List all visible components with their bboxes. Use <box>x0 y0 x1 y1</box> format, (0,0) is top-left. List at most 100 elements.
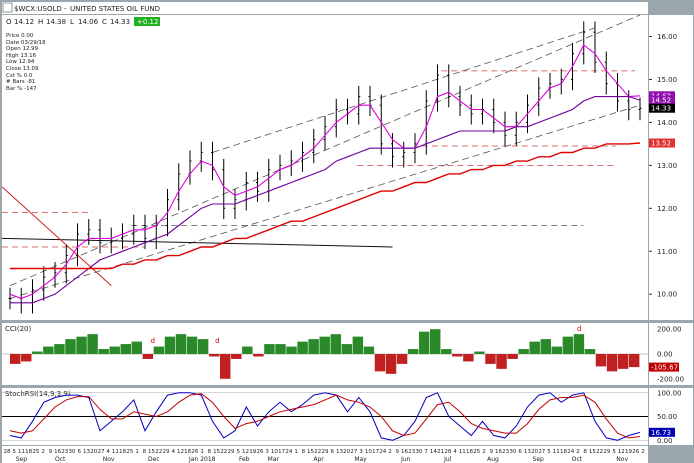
date-day-label: 28 <box>444 449 451 455</box>
ma-short-line <box>9 44 641 300</box>
cci-bar <box>430 329 441 354</box>
date-day-label: 1 <box>135 449 139 455</box>
ohlc-c-val: 14.33 <box>110 18 130 26</box>
cci-bar <box>485 354 496 364</box>
ohlc-h-val: 14.38 <box>46 18 66 26</box>
stoch-axis-label: 50.00 <box>657 413 677 421</box>
cci-bar <box>374 354 386 372</box>
date-month-label: May <box>354 456 367 463</box>
date-day-label: 18 <box>560 449 567 455</box>
date-day-label: 29 <box>603 449 610 455</box>
date-day-label: 20 <box>531 449 538 455</box>
stoch-axis-svg: 0.00 50.00 100.00 16.73 <box>649 389 682 445</box>
cci-axis-label: 0.00 <box>657 351 673 359</box>
ohlc-l-val: 14.06 <box>78 18 99 26</box>
cci-bar <box>286 346 297 354</box>
stoch-axis: 0.00 50.00 100.00 16.73 <box>649 388 693 445</box>
date-day-label: 12 <box>242 449 249 455</box>
readout-line: Price 0.00 <box>6 33 34 39</box>
date-day-label: 27 <box>350 449 357 455</box>
date-day-label: 15 <box>148 449 155 455</box>
date-day-label: 7 <box>424 449 428 455</box>
price-panel: Price 0.00 Date 03/29/18 Open 12.99 High 13… <box>1 14 648 320</box>
date-day-label: 30 <box>69 449 76 455</box>
stoch-chart: StochRSI(14,9,3,9) <box>2 390 648 441</box>
cci-bar <box>264 344 275 354</box>
price-axis-label: 14.00 <box>657 119 677 127</box>
cci-bar <box>452 354 463 357</box>
date-axis-svg: 28 5 11 18 25 2 9 16 23 30 6 13 20 27 4 11 18 25 1 8 15 22 29 4… <box>4 449 645 463</box>
readout-line: Open 12.99 <box>6 46 39 53</box>
cci-bar <box>628 354 640 368</box>
date-day-label: 4 <box>453 449 457 455</box>
date-day-label: 29 <box>228 449 235 455</box>
date-day-label: 17 <box>372 449 379 455</box>
data-readout: Price 0.00 Date 03/29/18 Open 12.99 High 13… <box>6 33 46 92</box>
cci-bar <box>21 354 32 362</box>
cci-bar <box>584 349 596 354</box>
date-day-label: 12 <box>618 449 625 455</box>
date-day-label: 25 <box>32 449 39 455</box>
cci-bar <box>463 354 474 362</box>
cci-annotation: d <box>151 337 155 345</box>
date-month-label: Nov <box>103 456 115 463</box>
date-day-label: 27 <box>97 449 104 455</box>
stoch-k-line <box>9 392 641 441</box>
cci-bar <box>164 336 176 354</box>
last-value-label: 14.52 <box>651 97 671 105</box>
date-day-label: 2 <box>641 449 645 455</box>
cci-bar <box>54 344 65 354</box>
cci-bar <box>518 349 529 354</box>
date-day-label: 16 <box>54 449 61 455</box>
cci-last-tag <box>649 362 679 372</box>
date-day-label: 17 <box>278 449 285 455</box>
date-day-label: 19 <box>249 449 256 455</box>
date-day-label: 5 <box>237 449 241 455</box>
date-day-label: 22 <box>314 449 321 455</box>
stoch-last-tag <box>649 427 675 437</box>
ohlc-svg: O 14.12 H 14.38 L 14.06 C 14.33 +0.12 <box>6 17 160 26</box>
last-value-label: 14.33 <box>651 105 671 113</box>
date-day-label: 20 <box>343 449 350 455</box>
cci-bar <box>529 341 540 354</box>
readout-line: Low 12.94 <box>6 59 35 66</box>
date-day-label: 2 <box>576 449 580 455</box>
ohlc-h-key: H <box>38 18 43 26</box>
date-day-label: 18 <box>466 449 473 455</box>
date-month-label: Sep <box>533 456 545 463</box>
date-month-label: Dec <box>148 456 160 463</box>
cci-bar <box>595 354 607 367</box>
cci-bar <box>562 336 574 354</box>
date-day-label: 26 <box>256 449 263 455</box>
date-day-label: 10 <box>365 449 372 455</box>
date-day-label: 8 <box>208 449 212 455</box>
date-day-label: 6 <box>518 449 522 455</box>
date-day-label: 5 <box>547 449 551 455</box>
price-axis-label: 13.00 <box>657 162 677 170</box>
cci-bar <box>330 334 341 354</box>
date-day-label: 4 <box>106 449 110 455</box>
date-day-label: 6 <box>330 449 334 455</box>
date-day-label: 18 <box>184 449 191 455</box>
cci-axis: -200.00 0.00 200.00 -105.67 <box>649 323 693 385</box>
date-day-label: 25 <box>473 449 480 455</box>
date-month-label: Jul <box>443 456 452 463</box>
date-month-label: Nov <box>616 456 628 463</box>
date-day-label: 11 <box>553 449 560 455</box>
cci-bar <box>153 346 165 354</box>
date-day-label: 14 <box>430 449 437 455</box>
cci-bar <box>253 354 264 357</box>
ohlc-o-val: 14.12 <box>14 18 34 26</box>
date-day-label: 3 <box>359 449 363 455</box>
header-icon <box>2 2 13 13</box>
date-day-label: 15 <box>307 449 314 455</box>
date-day-label: 13 <box>336 449 343 455</box>
date-month-label: Aug <box>487 456 499 463</box>
date-day-label: 25 <box>126 449 133 455</box>
cci-bar <box>98 349 109 354</box>
date-day-label: 23 <box>408 449 415 455</box>
date-day-label: 29 <box>322 449 329 455</box>
stoch-panel: StochRSI(14,9,3,9) <box>2 388 648 445</box>
date-day-label: 8 <box>302 449 306 455</box>
price-axis-label: 10.00 <box>657 291 677 299</box>
